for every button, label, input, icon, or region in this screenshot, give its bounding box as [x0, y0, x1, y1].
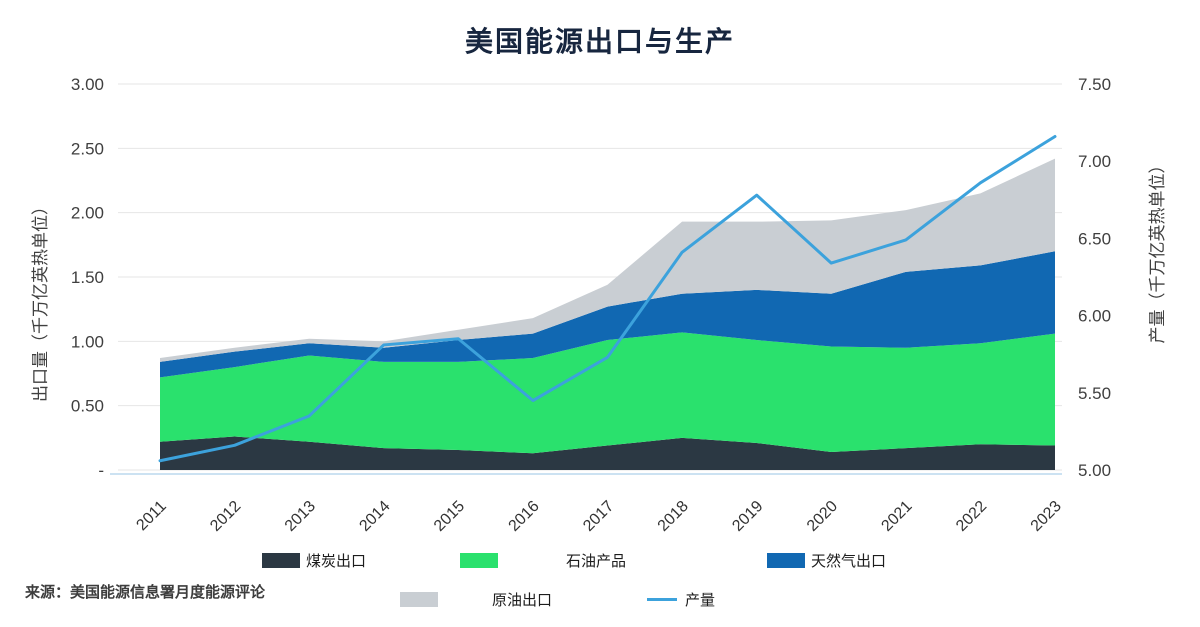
x-axis-label: 2023 — [1028, 498, 1065, 535]
x-axis-label: 2011 — [133, 498, 169, 534]
petroleum-products-swatch — [460, 552, 498, 568]
legend-item-coal-exports[interactable]: 煤炭出口 — [262, 551, 367, 570]
area-crude-oil-exports — [160, 158, 1055, 362]
left-axis-title: 出口量（千万亿英热单位） — [31, 198, 50, 402]
right-axis-tick: 5.00 — [1078, 461, 1111, 480]
legend-item-crude-oil-exports[interactable]: 原油出口 — [400, 590, 553, 609]
right-axis-tick: 6.50 — [1078, 229, 1111, 248]
left-axis-tick: 1.50 — [71, 268, 104, 287]
x-axis-label: 2020 — [804, 498, 841, 535]
production-line-swatch — [647, 597, 677, 601]
legend-item-petroleum-products[interactable]: 石油产品 — [460, 551, 627, 570]
area-petroleum-products — [160, 332, 1055, 454]
right-axis-tick: 7.50 — [1078, 75, 1111, 94]
chart-title: 美国能源出口与生产 — [464, 26, 735, 57]
production-line — [158, 134, 1057, 463]
left-axis-tick: 2.50 — [71, 139, 104, 158]
legend-label-petroleum-products: 石油产品 — [566, 552, 627, 570]
coal-exports-swatch — [262, 552, 300, 568]
legend-item-natural-gas-exports[interactable]: 天然气出口 — [767, 551, 887, 570]
area-coal-exports — [160, 436, 1055, 470]
right-axis-tick: 7.00 — [1078, 152, 1111, 171]
crude-oil-exports-swatch — [400, 591, 438, 607]
x-axis-label: 2013 — [282, 498, 319, 535]
left-axis-tick: - — [98, 461, 104, 480]
x-axis-label: 2021 — [878, 498, 915, 535]
x-axis-label: 2012 — [207, 498, 244, 535]
x-axis-label: 2015 — [431, 498, 468, 535]
left-axis-tick: 1.00 — [71, 332, 104, 351]
right-axis-tick: 5.50 — [1078, 384, 1111, 403]
source-note: 来源：美国能源信息署月度能源评论 — [25, 584, 266, 601]
right-axis-tick: 6.00 — [1078, 307, 1111, 326]
right-axis-title: 产量（千万亿英热单位） — [1148, 157, 1167, 344]
x-axis-label: 2014 — [356, 498, 393, 535]
x-axis-label: 2017 — [580, 498, 617, 535]
legend-label-production: 产量 — [685, 591, 716, 609]
x-axis-label: 2022 — [953, 498, 990, 535]
legend-item-production[interactable]: 产量 — [647, 590, 716, 609]
x-axis-label: 2019 — [729, 498, 766, 535]
natural-gas-exports-swatch — [767, 552, 805, 568]
x-axis-label: 2018 — [655, 498, 692, 535]
left-axis-tick: 3.00 — [71, 75, 104, 94]
left-axis-tick: 0.50 — [71, 397, 104, 416]
left-axis-tick: 2.00 — [71, 204, 104, 223]
area-natural-gas-exports — [160, 251, 1055, 378]
legend-label-crude-oil-exports: 原油出口 — [492, 591, 553, 609]
legend-label-natural-gas-exports: 天然气出口 — [811, 552, 887, 570]
legend-label-coal-exports: 煤炭出口 — [306, 552, 367, 570]
x-axis-label: 2016 — [506, 498, 543, 535]
